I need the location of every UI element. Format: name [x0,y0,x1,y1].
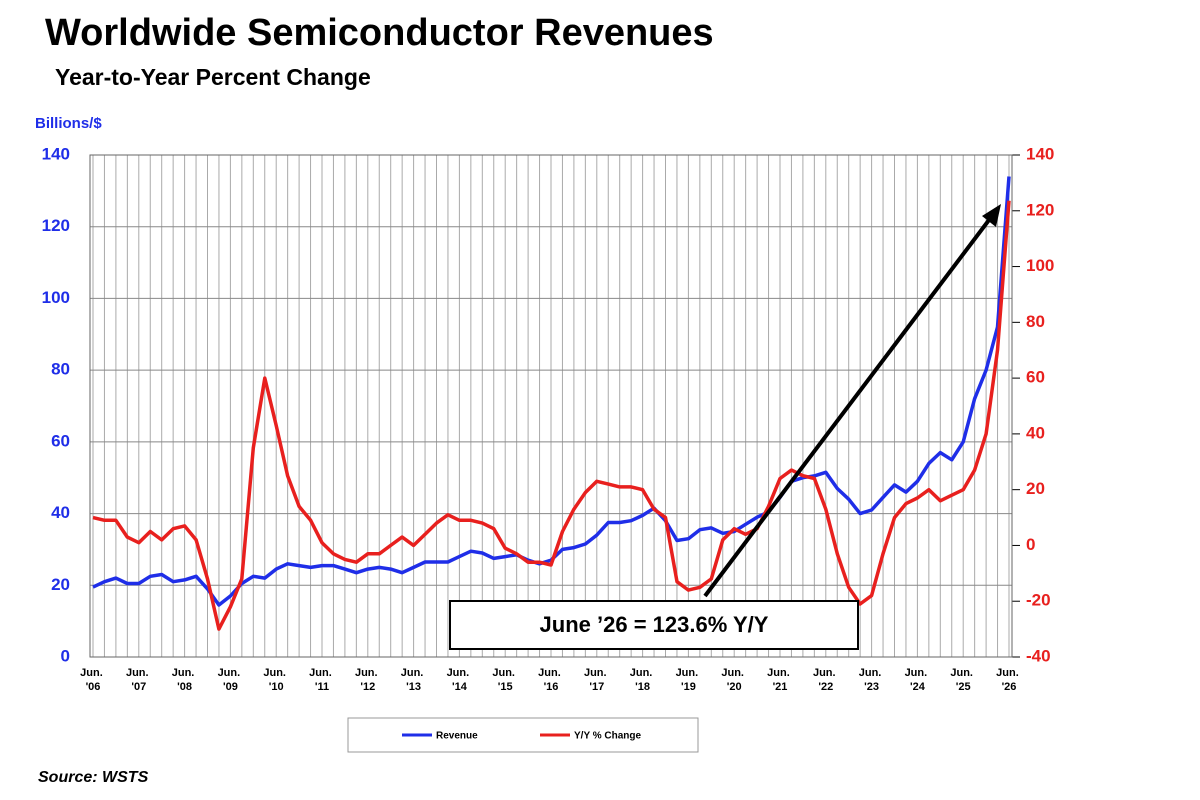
x-tick-label: Jun. '26 [996,667,1022,693]
annotation-arrow [703,214,994,598]
y2-tick-label: 20 [1026,479,1045,498]
x-tick-label: Jun. '07 [126,667,152,693]
annotation: June ’26 = 123.6% Y/Y [540,612,769,637]
x-tick-label: Jun. '11 [309,667,335,693]
chart-title: Worldwide Semiconductor Revenues [45,12,714,54]
x-tick-label: Jun. '23 [859,667,885,693]
y2-tick-label: 140 [1026,144,1054,163]
x-tick-label: Jun. '10 [263,667,289,693]
x-tick-label: Jun. '20 [721,667,747,693]
x-tick-label: Jun. '22 [813,667,839,693]
y2-tick-label: 80 [1026,312,1045,331]
y2-tick-label: 100 [1026,256,1054,275]
x-tick-label: Jun. '16 [538,667,564,693]
y2-tick-label: 60 [1026,368,1045,387]
y-tick-label: 120 [42,216,70,235]
y2-tick-label: 0 [1026,535,1035,554]
x-tick-label: Jun. '15 [492,667,518,693]
legend-label: Revenue [436,731,478,742]
y-tick-label: 80 [51,360,70,379]
legend [347,717,699,753]
legend-label: Y/Y % Change [574,731,641,742]
x-tick-label: Jun. '12 [355,667,381,693]
plot-area: Jun. '06 Jun. '07 Jun. '08 Jun. '09 Jun. '10… [42,144,1055,692]
y-tick-label: 140 [42,144,70,163]
x-tick-label: Jun. '19 [676,667,702,693]
x-tick-label: Jun. '25 [950,667,976,693]
annotation-box [449,600,859,650]
y-tick-label: 60 [51,431,70,450]
y-tick-label: 100 [42,288,70,307]
y-axis-label: Billions/$ [35,115,102,132]
x-tick-label: Jun. '08 [172,667,198,693]
y2-tick-label: -20 [1026,591,1051,610]
plot-frame [89,154,1013,658]
x-tick-label: Jun. '09 [218,667,244,693]
y2-tick-label: -40 [1026,646,1051,665]
y-tick-label: 40 [51,503,70,522]
x-tick-label: Jun. '21 [767,667,793,693]
x-tick-label: Jun. '06 [80,667,106,693]
source: Source: WSTS [38,769,149,786]
x-tick-label: Jun. '17 [584,667,610,693]
x-tick-label: Jun. '24 [905,667,931,693]
arrow-head [982,204,1001,227]
chart-subtitle: Year-to-Year Percent Change [55,64,371,90]
x-tick-label: Jun. '13 [401,667,427,693]
x-tick-label: Jun. '14 [447,667,473,693]
series-line [92,200,1011,631]
y-tick-label: 20 [51,575,70,594]
y-tick-label: 0 [61,646,70,665]
x-tick-label: Jun. '18 [630,667,656,693]
y2-tick-label: 120 [1026,200,1054,219]
y2-tick-label: 40 [1026,423,1045,442]
